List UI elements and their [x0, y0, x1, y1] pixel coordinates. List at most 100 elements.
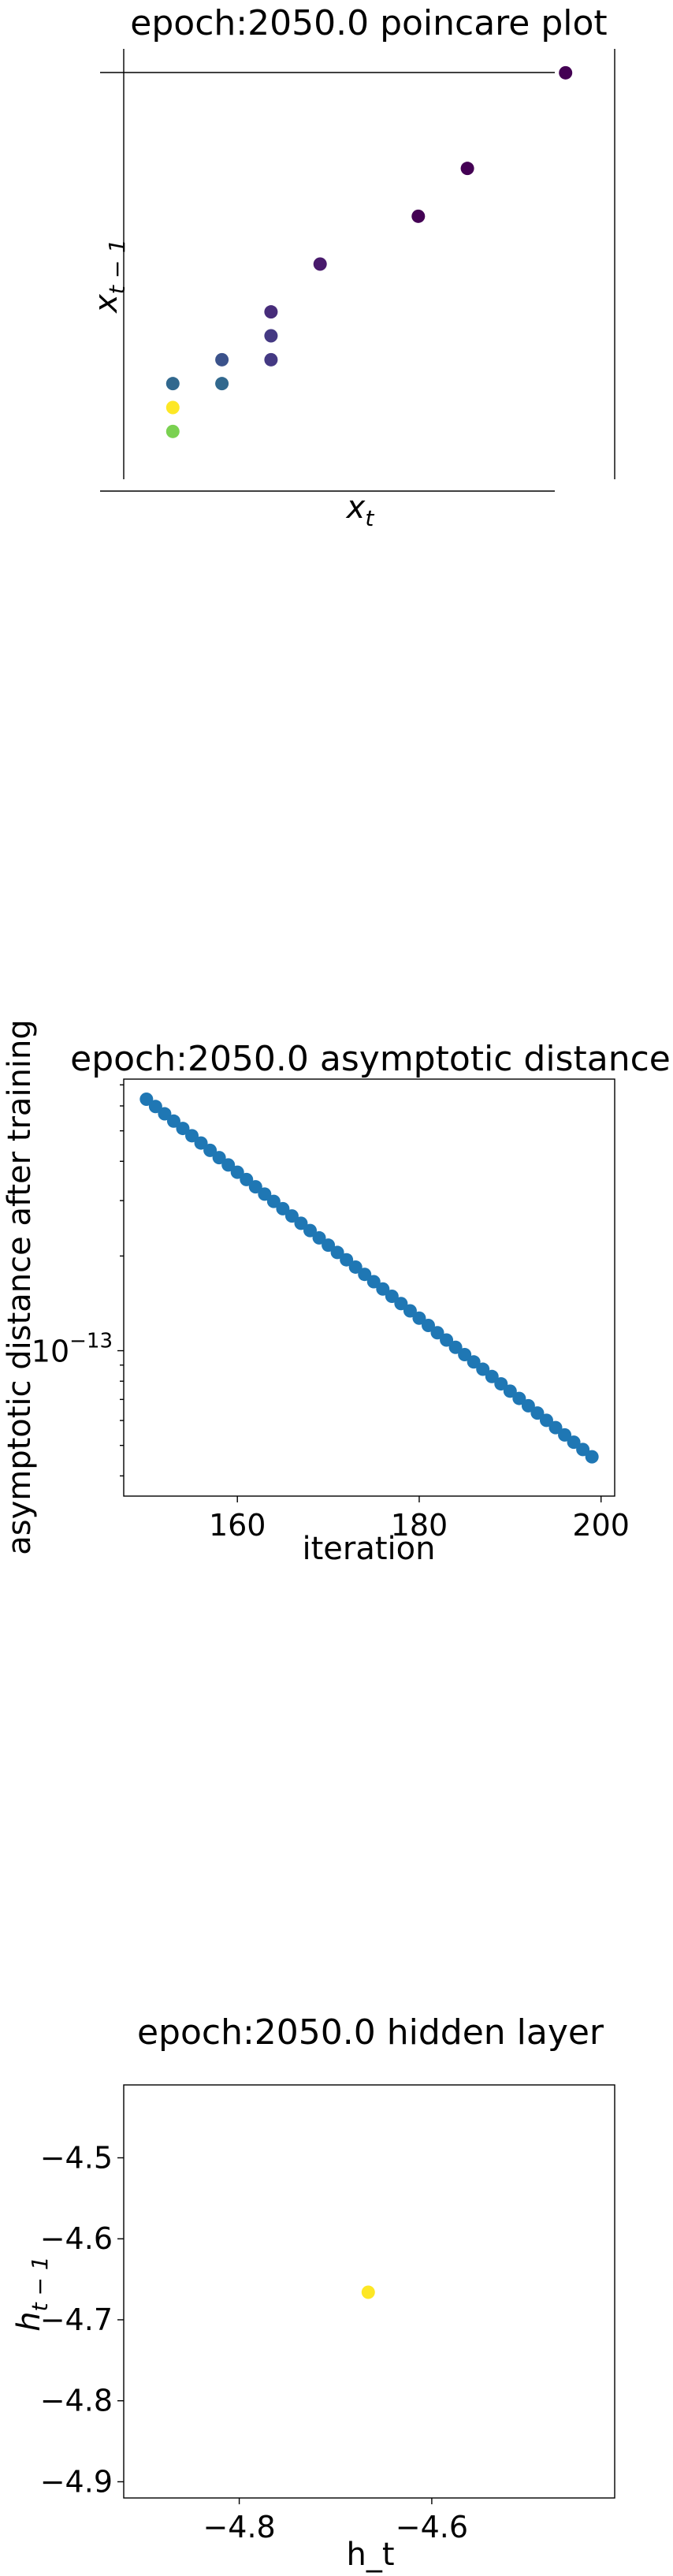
chart-title: epoch:2050.0 asymptotic distance	[70, 1039, 671, 1079]
plot-frame	[123, 1078, 615, 1497]
data-point	[212, 1151, 226, 1165]
data-point	[412, 1311, 426, 1325]
data-point	[215, 377, 229, 391]
data-point	[440, 1333, 454, 1347]
plot-frame	[123, 2084, 615, 2499]
y-axis-label: asymptotic distance after training	[2, 1019, 38, 1555]
data-point	[348, 1260, 363, 1274]
data-point	[460, 162, 474, 176]
data-point	[264, 329, 278, 343]
data-point	[503, 1384, 517, 1398]
data-point	[258, 1187, 272, 1201]
data-point	[264, 305, 278, 319]
data-point	[430, 1326, 444, 1340]
data-point	[559, 65, 573, 80]
y-tick-label: −4.7	[40, 2302, 113, 2337]
x-tick-label: −4.8	[203, 2510, 275, 2544]
data-point	[165, 400, 180, 415]
data-point	[294, 1216, 308, 1230]
data-point	[394, 1297, 408, 1311]
data-point	[512, 1391, 526, 1405]
data-point	[411, 209, 426, 223]
chart-title: epoch:2050.0 poincare plot	[130, 3, 607, 43]
x-tick-label: 200	[572, 1508, 630, 1543]
data-point	[385, 1289, 399, 1303]
data-point	[176, 1122, 190, 1136]
hidden-layer-chart: epoch:2050.0 hidden layer −4.8 −4.6−4.5−4…	[11, 2012, 615, 2573]
y-tick-label: −4.9	[40, 2464, 113, 2499]
x-axis-label-base: x	[345, 490, 366, 526]
points-group	[361, 2285, 375, 2299]
data-point	[240, 1172, 254, 1186]
data-point	[158, 1107, 172, 1121]
data-point	[215, 352, 229, 367]
y-axis-label: xt − 1	[88, 239, 130, 315]
data-point	[521, 1398, 535, 1413]
data-point	[494, 1377, 508, 1391]
data-point	[139, 1093, 154, 1107]
data-point	[340, 1253, 354, 1267]
data-point	[421, 1319, 435, 1333]
data-point	[366, 1275, 381, 1289]
data-point	[148, 1100, 162, 1114]
data-point	[276, 1201, 290, 1215]
data-point	[303, 1223, 318, 1238]
x-tick-label: 180	[391, 1508, 448, 1543]
chart-title: epoch:2050.0 hidden layer	[137, 2012, 604, 2053]
x-tick-label: 160	[209, 1508, 266, 1543]
data-point	[230, 1165, 244, 1179]
data-point	[403, 1304, 417, 1318]
y-tick-label: 10−13	[32, 1330, 113, 1369]
y-axis-label-sub: t − 1	[27, 2256, 53, 2311]
data-point	[576, 1442, 590, 1457]
data-point	[585, 1450, 599, 1464]
data-point	[264, 352, 278, 367]
points-group	[165, 65, 573, 438]
data-point	[312, 1230, 326, 1245]
data-point	[567, 1435, 581, 1450]
y-axis-label: ht − 1	[11, 2256, 53, 2331]
data-point	[284, 1209, 299, 1223]
data-point	[165, 377, 180, 391]
x-axis-label-sub: t	[365, 505, 374, 531]
points-group	[139, 1093, 599, 1464]
data-point	[448, 1340, 463, 1354]
data-point	[185, 1129, 199, 1143]
data-point	[165, 424, 180, 438]
data-point	[458, 1348, 472, 1362]
data-point	[530, 1406, 545, 1420]
data-point	[548, 1420, 563, 1435]
data-point	[476, 1362, 490, 1376]
data-point	[221, 1158, 236, 1172]
data-point	[322, 1238, 336, 1253]
data-point	[248, 1180, 262, 1194]
data-point	[266, 1194, 281, 1208]
ticks-group: 160 180 200 10−13	[32, 1084, 630, 1543]
y-tick-label: −4.6	[40, 2221, 113, 2256]
data-point	[539, 1413, 553, 1428]
data-point	[166, 1114, 180, 1128]
data-point	[361, 2285, 375, 2299]
x-axis-label: h_t	[346, 2537, 394, 2573]
data-point	[485, 1369, 499, 1383]
data-point	[194, 1136, 208, 1150]
y-axis-label-base: x	[88, 294, 125, 315]
y-tick-label: −4.5	[40, 2140, 113, 2175]
x-axis-label: xt	[345, 490, 375, 531]
ticks-group: −4.8 −4.6 −4.5 −4.6 −4.7 −4.8 −4.9	[40, 2140, 468, 2544]
data-point	[330, 1245, 344, 1260]
data-point	[358, 1268, 372, 1282]
x-tick-label: −4.6	[396, 2510, 468, 2544]
data-point	[376, 1282, 390, 1296]
y-tick-label: −4.8	[40, 2384, 113, 2418]
data-point	[313, 257, 327, 271]
data-point	[467, 1355, 481, 1369]
y-axis-label-sub: t − 1	[104, 239, 130, 294]
poincare-plot-chart: epoch:2050.0 poincare plot xt xt − 1	[88, 3, 615, 531]
x-axis-label: iteration	[303, 1531, 436, 1567]
data-point	[558, 1428, 572, 1442]
y-axis-label-base: h	[11, 2311, 47, 2331]
asymptotic-distance-chart: epoch:2050.0 asymptotic distance 160 180 2…	[2, 1019, 671, 1567]
data-point	[203, 1143, 218, 1157]
